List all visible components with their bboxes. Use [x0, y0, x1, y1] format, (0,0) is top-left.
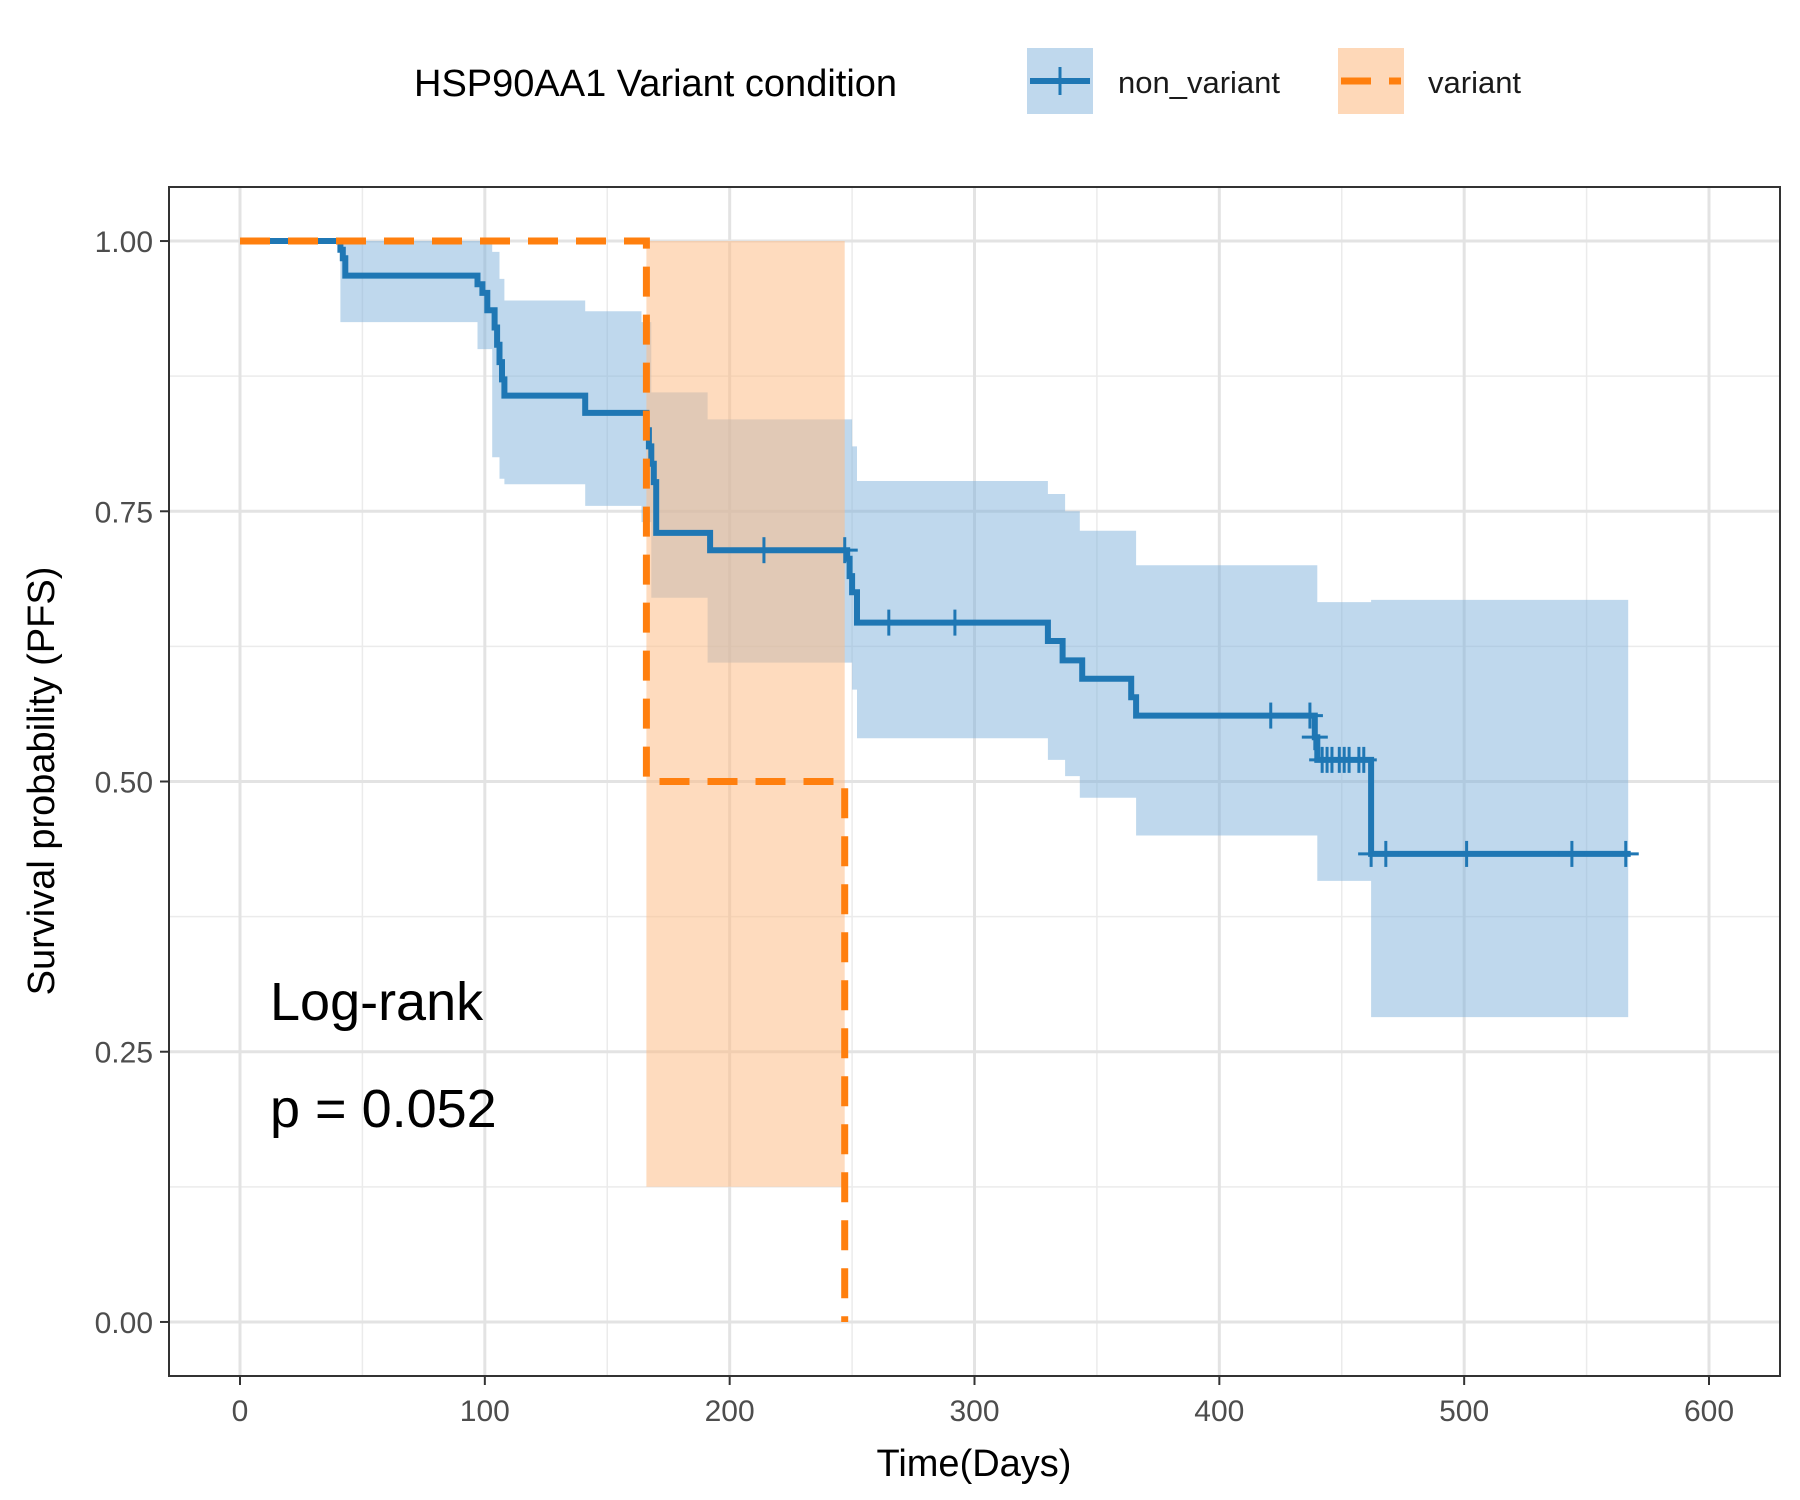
x-tick-label: 0	[232, 1395, 249, 1428]
plot-area	[168, 186, 1781, 1377]
legend-key-variant	[1338, 48, 1404, 114]
p-value-label: p = 0.052	[270, 1079, 497, 1139]
survival-curves	[240, 237, 1631, 1322]
x-tick-label: 300	[949, 1395, 999, 1428]
y-tick-label: 0.25	[95, 1037, 153, 1070]
y-axis: 0.00 0.25 0.50 0.75 1.00	[95, 226, 169, 1340]
y-tick-label: 1.00	[95, 226, 153, 259]
x-tick-label: 600	[1684, 1395, 1734, 1428]
x-tick-label: 500	[1439, 1395, 1489, 1428]
axes: 0 100 200 300 400 500 600 0.00 0.25 0.50 0.75 1.00…	[21, 226, 1734, 1485]
legend-key-non-variant	[1027, 48, 1093, 114]
legend-title: HSP90AA1 Variant condition	[414, 63, 897, 105]
legend-label-variant: variant	[1428, 65, 1521, 100]
confidence-bands	[240, 241, 1629, 1187]
censor-marks	[750, 537, 1639, 867]
survival-curve-non-variant	[240, 238, 1631, 857]
annotations: Log-rank p = 0.052	[270, 972, 497, 1139]
legend-label-non-variant: non_variant	[1118, 65, 1280, 100]
confidence-band-non-variant	[240, 241, 1629, 1018]
legend: HSP90AA1 Variant condition non_variant v…	[414, 48, 1521, 114]
x-axis: 0 100 200 300 400 500 600	[232, 1376, 1734, 1428]
x-tick-label: 400	[1194, 1395, 1244, 1428]
x-tick-label: 200	[705, 1395, 755, 1428]
survival-curve-variant	[240, 237, 849, 1322]
y-tick-label: 0.50	[95, 767, 153, 800]
y-axis-title: Survival probability (PFS)	[21, 567, 63, 996]
confidence-band-variant	[646, 241, 845, 1187]
logrank-label: Log-rank	[270, 972, 484, 1032]
y-tick-label: 0.00	[95, 1307, 153, 1340]
y-tick-label: 0.75	[95, 496, 153, 529]
x-axis-title: Time(Days)	[877, 1443, 1072, 1485]
x-tick-label: 100	[460, 1395, 510, 1428]
